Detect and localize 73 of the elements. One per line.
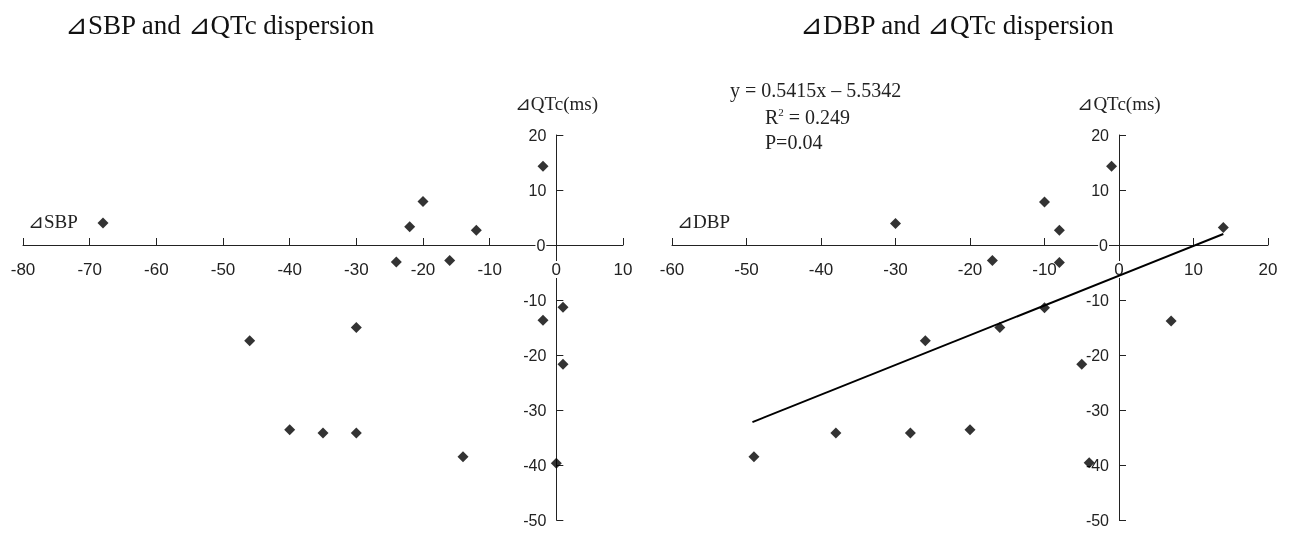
point bbox=[537, 160, 549, 172]
y-tick-label: -50 bbox=[1085, 511, 1110, 529]
x-tick-label: -40 bbox=[808, 260, 834, 279]
point bbox=[830, 427, 842, 439]
chart-title: ⊿SBP and ⊿QTc dispersion bbox=[65, 9, 375, 40]
x-tick-label: -50 bbox=[734, 260, 759, 279]
y-tick-label: 20 bbox=[1091, 126, 1110, 144]
point bbox=[317, 427, 329, 439]
y-axis-title: ⊿QTc(ms) bbox=[514, 93, 598, 115]
x-tick-label: -70 bbox=[77, 260, 102, 279]
point bbox=[350, 427, 362, 439]
point bbox=[1039, 196, 1050, 208]
point bbox=[986, 254, 998, 266]
x-axis-title: ⊿DBP bbox=[677, 211, 730, 232]
x-tick-label: -80 bbox=[10, 260, 36, 279]
y-tick-label: -20 bbox=[1085, 346, 1110, 364]
point bbox=[919, 335, 931, 347]
annotation: P=0.04 bbox=[765, 131, 823, 153]
point bbox=[537, 314, 549, 326]
x-tick-label: -10 bbox=[477, 260, 502, 279]
x-tick-label: -20 bbox=[957, 260, 983, 279]
point bbox=[1053, 224, 1065, 236]
point bbox=[557, 301, 569, 313]
point bbox=[550, 457, 562, 469]
y-tick-label: -30 bbox=[523, 401, 547, 419]
point bbox=[404, 221, 416, 233]
x-tick-label: 0 bbox=[1114, 260, 1124, 279]
chart-title: ⊿DBP and ⊿QTc dispersion bbox=[800, 9, 1115, 40]
x-tick-label: -60 bbox=[659, 260, 685, 279]
point bbox=[964, 424, 976, 436]
x-tick-label: 10 bbox=[613, 260, 633, 279]
x-tick-label: 10 bbox=[1184, 260, 1203, 279]
x-tick-label: -20 bbox=[410, 260, 436, 279]
point bbox=[748, 451, 760, 463]
y-tick-label: -40 bbox=[523, 456, 547, 474]
x-tick-label: -40 bbox=[277, 260, 302, 279]
y-tick-label: 0 bbox=[1099, 236, 1109, 254]
x-tick-label: -60 bbox=[144, 260, 169, 279]
point bbox=[904, 427, 916, 439]
point bbox=[557, 358, 569, 370]
point bbox=[244, 335, 256, 347]
point bbox=[470, 224, 482, 236]
x-tick-label: 0 bbox=[551, 260, 562, 279]
y-tick-label: -20 bbox=[523, 346, 547, 364]
y-tick-label: -30 bbox=[1085, 401, 1110, 419]
point bbox=[390, 256, 402, 268]
x-tick-label: -10 bbox=[1032, 260, 1057, 279]
point bbox=[1106, 160, 1118, 172]
point bbox=[1217, 221, 1229, 233]
x-tick-label: -50 bbox=[210, 260, 236, 279]
x-tick-label: -30 bbox=[344, 260, 369, 279]
y-tick-label: -40 bbox=[1085, 456, 1110, 474]
y-tick-label: 0 bbox=[536, 236, 546, 254]
point bbox=[1165, 315, 1177, 327]
point bbox=[97, 217, 109, 229]
y-axis-title: ⊿QTc(ms) bbox=[1077, 93, 1161, 115]
point bbox=[350, 322, 362, 333]
y-tick-label: 20 bbox=[528, 126, 547, 144]
text: y = 0.5415x – 5.5342 bbox=[730, 79, 902, 102]
point bbox=[890, 218, 901, 230]
y-tick-label: -10 bbox=[1085, 291, 1110, 309]
point bbox=[444, 254, 456, 266]
x-tick-label: -30 bbox=[883, 260, 908, 279]
x-tick-label: 20 bbox=[1258, 260, 1278, 279]
point bbox=[457, 451, 469, 463]
y-tick-label: -10 bbox=[523, 291, 547, 309]
y-tick-label: 10 bbox=[1091, 181, 1110, 199]
point bbox=[1076, 358, 1088, 370]
point bbox=[284, 424, 296, 436]
x-axis-title: ⊿SBP bbox=[28, 211, 78, 232]
y-tick-label: 10 bbox=[528, 181, 547, 199]
y-tick-label: -50 bbox=[523, 511, 547, 529]
point bbox=[417, 196, 429, 208]
